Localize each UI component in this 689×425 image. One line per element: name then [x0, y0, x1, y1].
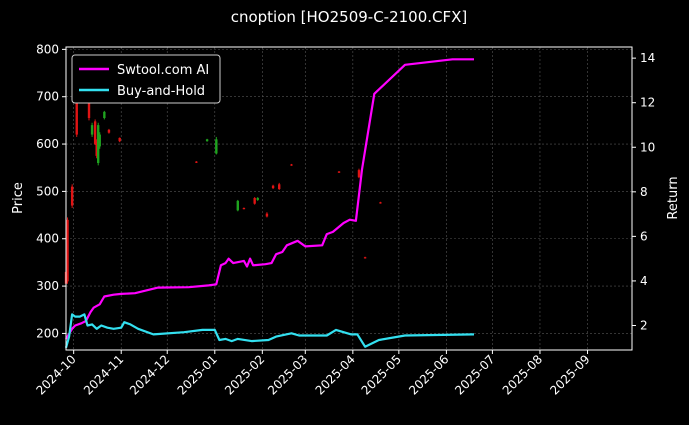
candle-body	[271, 185, 275, 189]
candle-body	[98, 134, 101, 147]
candle-body	[357, 170, 361, 178]
y-left-tick-label: 500	[36, 184, 59, 198]
candle-body	[337, 171, 341, 173]
y-right-tick-label: 8	[640, 185, 648, 199]
y-right-tick-label: 12	[640, 96, 655, 110]
y-left-tick-label: 600	[36, 137, 59, 151]
candle-body	[256, 198, 259, 200]
grid-layer	[66, 47, 632, 350]
candle-body	[95, 141, 98, 156]
y-right-tick-label: 6	[640, 229, 648, 243]
candle-body	[290, 164, 293, 166]
legend-label-swtool: Swtool.com AI	[117, 63, 209, 78]
candle-body	[75, 87, 78, 135]
y-axis-left-label: Price	[11, 182, 26, 214]
y-left-tick-label: 700	[36, 90, 59, 104]
plot-frame	[65, 46, 633, 351]
candle-body	[236, 200, 239, 211]
candle-body	[265, 213, 269, 217]
candle-body	[103, 111, 106, 119]
candle-body	[253, 198, 256, 204]
chart-title: cnoption [HO2509-C-2100.CFX]	[231, 8, 468, 26]
candle-body	[195, 161, 198, 163]
candle-body	[215, 139, 218, 154]
line-layer	[64, 58, 475, 349]
candle-body	[107, 129, 111, 133]
y-right-tick-label: 2	[640, 318, 648, 332]
candle-body	[93, 121, 97, 145]
candle-body	[278, 184, 281, 190]
candle-body	[66, 219, 69, 282]
candle-body	[242, 207, 246, 210]
y-left-tick-label: 300	[36, 279, 59, 293]
legend-label-buy-and-hold: Buy-and-Hold	[117, 84, 205, 99]
candle-body	[87, 101, 91, 119]
series-line-buy-and-hold	[64, 313, 475, 349]
y-left-tick-label: 200	[36, 326, 59, 340]
y-axis-right-label: Return	[666, 176, 681, 219]
y-right-tick-label: 4	[640, 274, 648, 288]
y-right-tick-label: 14	[640, 51, 655, 65]
candle-body	[70, 186, 74, 206]
candle-body	[118, 137, 121, 142]
series-line-swtool-com-ai	[65, 58, 474, 340]
candle-body	[90, 125, 94, 135]
candle-body	[379, 202, 382, 204]
y-right-tick-label: 10	[640, 140, 655, 154]
candle-body	[363, 257, 367, 259]
legend: Swtool.com AI Buy-and-Hold	[71, 54, 221, 104]
candle-body	[205, 139, 209, 142]
candle-body	[97, 125, 100, 163]
y-left-tick-label: 400	[36, 232, 59, 246]
y-left-tick-label: 800	[36, 42, 59, 56]
